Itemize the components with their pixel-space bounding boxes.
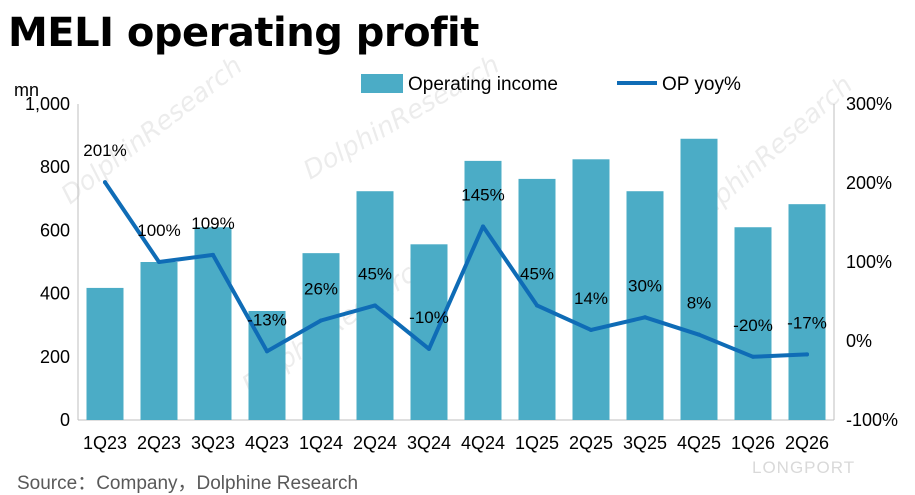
x-tick-label: 4Q23 (245, 433, 289, 453)
point-op-yoy (751, 354, 755, 359)
x-tick-label: 1Q25 (515, 433, 559, 453)
point-op-yoy (265, 349, 269, 354)
bar-operating-income (788, 204, 826, 420)
x-tick-label: 2Q26 (785, 433, 829, 453)
data-label-op-yoy: -10% (409, 308, 449, 327)
x-tick-label: 2Q24 (353, 433, 397, 453)
y-left-tick-label: 600 (40, 220, 70, 240)
data-label-op-yoy: 45% (358, 264, 392, 283)
data-label-op-yoy: 14% (574, 289, 608, 308)
legend-label-op-yoy: OP yoy% (662, 74, 741, 95)
bar-operating-income (518, 178, 556, 420)
y-left-tick-label: 800 (40, 157, 70, 177)
y-right-tick-label: -100% (846, 410, 898, 430)
point-op-yoy (589, 327, 593, 332)
x-tick-label: 3Q25 (623, 433, 667, 453)
bar-operating-income (680, 138, 718, 420)
point-op-yoy (373, 303, 377, 308)
bar-operating-income (572, 159, 610, 421)
axes: 0 200 400 600 800 1,000 -100% 0% 100% 200% 300% 1Q2… (25, 94, 898, 453)
y-right-tick-label: 200% (846, 173, 892, 193)
data-label-op-yoy: -17% (787, 313, 827, 332)
x-tick-label: 3Q24 (407, 433, 451, 453)
x-tick-label: 4Q25 (677, 433, 721, 453)
bar-operating-income (464, 160, 502, 420)
data-label-op-yoy: 30% (628, 276, 662, 295)
data-label-op-yoy: -20% (733, 316, 773, 335)
bar-operating-income (194, 227, 232, 420)
point-op-yoy (697, 332, 701, 337)
data-label-op-yoy: -13% (247, 310, 287, 329)
legend-swatch-operating-income (361, 74, 403, 93)
data-label-op-yoy: 8% (687, 294, 712, 313)
point-op-yoy (319, 318, 323, 323)
bar-operating-income (626, 191, 664, 420)
data-label-op-yoy: 26% (304, 279, 338, 298)
data-label-op-yoy: 145% (461, 185, 504, 204)
point-op-yoy (805, 352, 809, 357)
point-op-yoy (535, 303, 539, 308)
point-op-yoy (211, 252, 215, 257)
x-tick-label: 3Q23 (191, 433, 235, 453)
data-label-op-yoy: 201% (83, 141, 126, 160)
bar-operating-income (734, 227, 772, 420)
y-right-tick-label: 300% (846, 94, 892, 114)
data-labels: 201% 100% 109% -13% 26% 45% -10% 145% 45% 14% 30% 8… (83, 141, 827, 335)
point-op-yoy (481, 224, 485, 229)
data-label-op-yoy: 109% (191, 214, 234, 233)
bar-series-operating-income (86, 138, 826, 421)
chart-title: MELI operating profit (8, 10, 479, 56)
y-left-tick-label: 400 (40, 284, 70, 304)
y-left-tick-label: 0 (60, 410, 70, 430)
line-series-op-yoy (103, 180, 809, 359)
legend: Operating income OP yoy% (361, 74, 741, 95)
y-left-tick-label: 1,000 (25, 94, 70, 114)
x-tick-label: 1Q26 (731, 433, 775, 453)
x-tick-label: 2Q23 (137, 433, 181, 453)
y-axis-unit-label: mn (14, 80, 39, 100)
x-tick-label: 2Q25 (569, 433, 613, 453)
line-op-yoy (103, 180, 809, 359)
bar-operating-income (302, 253, 340, 420)
point-op-yoy (643, 315, 647, 320)
point-op-yoy (103, 180, 107, 185)
x-tick-label: 4Q24 (461, 433, 505, 453)
watermark-text-0: DolphinResearch (56, 51, 248, 211)
y-left-tick-label: 200 (40, 347, 70, 367)
watermark-longport: LONGPORT (752, 458, 856, 477)
bar-operating-income (140, 262, 178, 420)
source-note: Source：Company，Dolphine Research (17, 473, 359, 494)
point-op-yoy (157, 260, 161, 264)
bar-operating-income (410, 244, 448, 420)
data-label-op-yoy: 45% (520, 264, 554, 283)
data-label-op-yoy: 100% (137, 221, 180, 240)
legend-label-operating-income: Operating income (408, 74, 558, 95)
point-op-yoy (427, 346, 431, 351)
x-tick-label: 1Q24 (299, 433, 343, 453)
y-right-tick-label: 100% (846, 252, 892, 272)
bar-operating-income (86, 287, 124, 420)
y-right-tick-label: 0% (846, 331, 872, 351)
x-tick-label: 1Q23 (83, 433, 127, 453)
